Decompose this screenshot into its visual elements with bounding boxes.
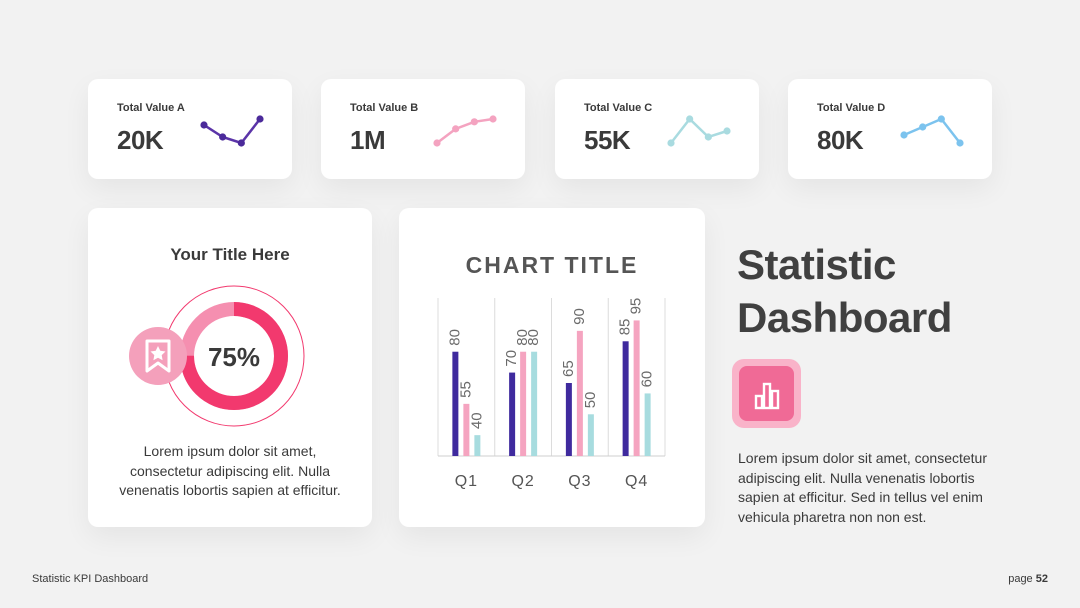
page-prefix: page (1008, 573, 1033, 585)
sparkline-point (200, 121, 208, 129)
sparkline-point (704, 133, 712, 141)
category-label: Q4 (625, 473, 648, 490)
category-label: Q3 (568, 473, 591, 490)
sparkline-line (203, 118, 261, 145)
sparkline-point (723, 127, 731, 135)
bar (509, 372, 516, 456)
bar-chart-icon-inner (739, 366, 794, 421)
data-label: 50 (582, 392, 599, 409)
chart-title: CHART TITLE (465, 252, 639, 278)
bar (474, 435, 481, 456)
bar (587, 414, 594, 456)
sparkline-point (433, 139, 441, 147)
sparkline (200, 115, 264, 147)
category-label: Q1 (455, 473, 478, 490)
bar (576, 330, 583, 456)
sparkline-point (256, 115, 264, 123)
donut-percent-label: 75% (208, 342, 260, 372)
bar (531, 351, 538, 456)
sparkline-point (919, 123, 927, 131)
kpi-card-b: Total Value B 1M (321, 79, 525, 179)
bar (463, 403, 470, 456)
kpi-label: Total Value A (117, 102, 185, 114)
kpi-value: 1M (350, 125, 386, 155)
sparkline-line (670, 117, 728, 144)
bar-chart-card: CHART TITLE 80 55 40 Q1 70 80 80 Q2 65 90 50 Q3 85 95… (399, 208, 705, 527)
sparkline (667, 115, 731, 147)
kpi-label: Total Value C (584, 102, 653, 114)
sparkline-point (667, 139, 675, 147)
sparkline-point (452, 125, 460, 133)
donut-description: Lorem ipsum dolor sit amet, consectetur … (119, 443, 341, 498)
sparkline-point (937, 115, 945, 123)
page-title-line1: Statistic (737, 241, 896, 288)
kpi-card-d: Total Value D 80K (788, 79, 992, 179)
data-label: 80 (446, 329, 463, 346)
data-label: 85 (617, 319, 634, 336)
bar (565, 383, 572, 456)
kpi-card-c: Total Value C 55K (555, 79, 759, 179)
donut-chart: 75% (129, 285, 305, 427)
data-label: 55 (457, 381, 474, 398)
bar (622, 341, 629, 456)
page-title-line2: Dashboard (737, 294, 952, 341)
page-title: Statistic Dashboard (737, 238, 952, 344)
bar-chart-glyph (754, 382, 780, 410)
donut-card: Your Title Here 75% Lorem ipsum dolor si… (88, 208, 372, 527)
footer-title: Statistic KPI Dashboard (32, 573, 149, 585)
data-label: 60 (639, 371, 656, 388)
data-label: 65 (560, 360, 577, 377)
data-label: 70 (503, 350, 520, 367)
sparkline-line (436, 117, 494, 144)
kpi-value: 55K (584, 125, 631, 155)
sparkline-point (470, 118, 478, 126)
kpi-label: Total Value B (350, 102, 419, 114)
data-label: 80 (514, 329, 531, 346)
sparkline-point (489, 115, 497, 123)
bar (452, 351, 459, 456)
kpi-value: 20K (117, 125, 164, 155)
sparkline (900, 115, 964, 147)
kpi-card-a: Total Value A 20K (88, 79, 292, 179)
data-label: 90 (571, 308, 588, 325)
data-label: 95 (628, 298, 645, 315)
sparkline-point (956, 139, 964, 147)
sparkline-point (900, 131, 908, 139)
page-number: page 52 (1008, 573, 1048, 585)
category-label: Q2 (511, 473, 534, 490)
sparkline-point (237, 139, 245, 147)
sparkline-line (903, 117, 961, 144)
data-label: 40 (468, 412, 485, 429)
data-label: 80 (525, 329, 542, 346)
bar-chart-icon (732, 359, 801, 428)
kpi-value: 80K (817, 125, 864, 155)
page-number-value: 52 (1035, 573, 1048, 585)
bar (633, 320, 640, 456)
bar (520, 351, 527, 456)
bookmark-star-icon (129, 327, 187, 385)
sparkline-point (219, 133, 227, 141)
sparkline-point (686, 115, 694, 123)
bar (644, 393, 651, 456)
donut-title: Your Title Here (170, 245, 290, 264)
kpi-label: Total Value D (817, 102, 886, 114)
side-description: Lorem ipsum dolor sit amet, consectetur … (738, 450, 987, 525)
sparkline (433, 115, 497, 147)
